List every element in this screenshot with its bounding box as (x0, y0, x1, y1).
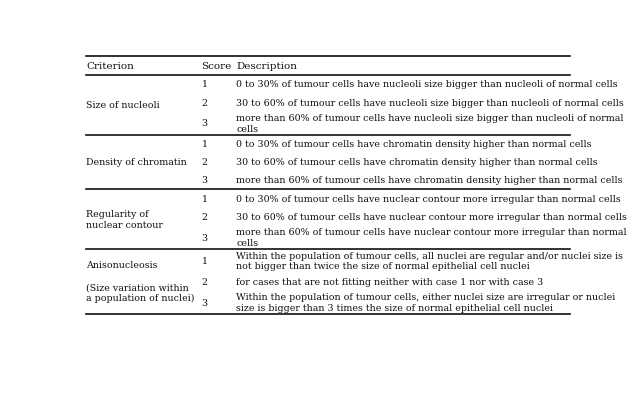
Text: 2: 2 (202, 277, 207, 286)
Text: 30 to 60% of tumour cells have chromatin density higher than normal cells: 30 to 60% of tumour cells have chromatin… (236, 158, 598, 167)
Text: 2: 2 (202, 212, 207, 221)
Text: Within the population of tumour cells, all nuclei are regular and/or nuclei size: Within the population of tumour cells, a… (236, 251, 623, 271)
Text: Anisonucleosis

(Size variation within
a population of nuclei): Anisonucleosis (Size variation within a … (86, 260, 195, 303)
Text: 1: 1 (202, 80, 207, 89)
Text: Density of chromatin: Density of chromatin (86, 158, 187, 167)
Text: 3: 3 (202, 233, 207, 242)
Text: for cases that are not fitting neither with case 1 nor with case 3: for cases that are not fitting neither w… (236, 277, 543, 286)
Text: 1: 1 (202, 256, 207, 265)
Text: 3: 3 (202, 119, 207, 128)
Text: more than 60% of tumour cells have nuclear contour more irregular than normal
ce: more than 60% of tumour cells have nucle… (236, 228, 627, 247)
Text: 0 to 30% of tumour cells have nucleoli size bigger than nucleoli of normal cells: 0 to 30% of tumour cells have nucleoli s… (236, 80, 618, 89)
Text: 0 to 30% of tumour cells have nuclear contour more irregular than normal cells: 0 to 30% of tumour cells have nuclear co… (236, 194, 621, 203)
Text: 1: 1 (202, 194, 207, 203)
Text: 30 to 60% of tumour cells have nucleoli size bigger than nucleoli of normal cell: 30 to 60% of tumour cells have nucleoli … (236, 98, 624, 107)
Text: 3: 3 (202, 298, 207, 307)
Text: more than 60% of tumour cells have chromatin density higher than normal cells: more than 60% of tumour cells have chrom… (236, 176, 623, 185)
Text: Description: Description (236, 62, 297, 70)
Text: 2: 2 (202, 158, 207, 167)
Text: Score: Score (202, 62, 232, 70)
Text: more than 60% of tumour cells have nucleoli size bigger than nucleoli of normal
: more than 60% of tumour cells have nucle… (236, 114, 624, 134)
Text: Size of nucleoli: Size of nucleoli (86, 101, 159, 110)
Text: 30 to 60% of tumour cells have nuclear contour more irregular than normal cells: 30 to 60% of tumour cells have nuclear c… (236, 212, 627, 221)
Text: 0 to 30% of tumour cells have chromatin density higher than normal cells: 0 to 30% of tumour cells have chromatin … (236, 140, 592, 149)
Text: 1: 1 (202, 140, 207, 149)
Text: Regularity of
nuclear contour: Regularity of nuclear contour (86, 209, 163, 229)
Text: Within the population of tumour cells, either nuclei size are irregular or nucle: Within the population of tumour cells, e… (236, 292, 616, 312)
Text: 2: 2 (202, 98, 207, 107)
Text: Criterion: Criterion (86, 62, 134, 70)
Text: 3: 3 (202, 176, 207, 185)
